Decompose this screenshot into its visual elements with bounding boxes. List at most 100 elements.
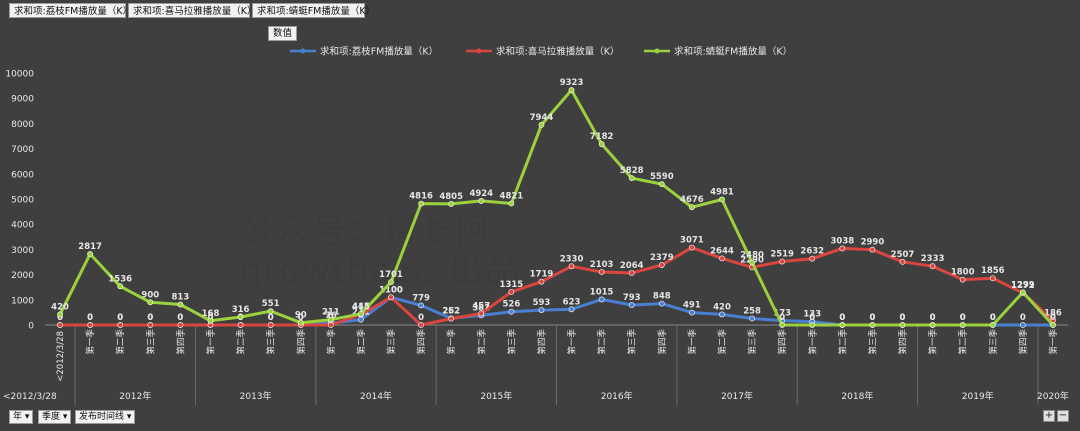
data-point [237,322,244,328]
x-tick-label: 第四季 [175,329,186,355]
x-tick-label: 第一季 [326,329,337,355]
legend-label: 求和项:喜马拉雅播放量（K） [496,46,619,58]
data-point [719,255,725,262]
legend-marker [476,48,482,54]
data-label: 2644 [710,246,734,256]
data-label: 420 [51,302,69,312]
y-tick-label: 7000 [11,145,34,155]
data-point [688,244,695,251]
x-tick-label: 第三季 [627,329,638,355]
data-label: 5828 [620,166,644,176]
year-label: 2014年 [360,390,392,402]
data-point [779,258,786,265]
data-point [418,302,425,309]
data-label: 2103 [590,260,614,270]
field-button-ximalaya[interactable]: 求和项:喜马拉雅播放量（K） [128,3,256,18]
legend-label: 求和项:蜻蜓FM播放量（K） [674,46,792,58]
data-label: 4924 [469,189,493,199]
x-tick-label: 第一季 [205,329,216,355]
x-tick-label: 第三季 [145,329,156,355]
data-label: 2990 [861,238,885,248]
data-point [839,245,846,252]
data-label: 526 [502,300,520,310]
data-label: 1800 [951,268,975,278]
x-tick-label: 第四季 [657,329,668,355]
x-tick-label: 第一季 [928,329,939,355]
field-button-lizhi[interactable]: 求和项:荔枝FM播放量（K） [9,3,132,18]
data-label: 173 [773,309,791,319]
x-tick-label: 第四季 [1018,329,1029,355]
data-label: 0 [869,313,875,323]
data-label: 0 [117,313,123,323]
data-point [568,306,575,313]
data-label: 7944 [530,113,554,123]
data-label: 0 [1050,313,1056,323]
data-label: 90 [295,311,307,321]
data-label: 0 [268,313,274,323]
y-tick-label: 9000 [11,95,34,105]
data-label: 0 [117,313,123,323]
data-point [508,308,515,315]
quarter-filter-button[interactable]: 季度 ▾ [38,410,72,424]
data-label: 0 [1020,313,1026,323]
data-point [1019,322,1026,328]
y-tick-label: 0 [28,322,34,332]
data-label: 211 [322,308,340,318]
data-point [418,200,425,207]
year-label: 2019年 [962,390,994,402]
data-point [959,322,966,328]
data-point [658,262,665,268]
data-label: 623 [563,297,581,307]
field-button-qingting[interactable]: 求和项:蜻蜓FM播放量（K） [252,3,375,18]
data-point [117,322,124,328]
values-field-button[interactable]: 数值 [268,26,298,41]
x-tick-label: 第三季 [867,329,878,355]
data-point [57,311,63,318]
legend-label: 求和项:荔枝FM播放量（K） [320,46,438,58]
data-label: 1272 [1011,281,1035,291]
data-point [147,322,154,328]
data-point [538,121,545,128]
data-label: 2333 [921,254,945,264]
data-point [719,311,725,318]
data-point [869,246,876,253]
x-tick-label: 第二季 [958,329,969,355]
data-label: 0 [57,313,63,323]
data-label: 0 [87,313,93,323]
data-label: 0 [268,313,274,323]
data-label: 0 [298,313,304,323]
x-tick-label: 第二季 [717,329,728,355]
data-label: 4676 [680,195,704,205]
data-label: 2632 [800,247,824,257]
legend-marker [654,48,660,54]
expand-field-button[interactable]: + [1043,410,1055,422]
x-tick-label: 第二季 [115,329,126,355]
data-point [478,198,485,204]
x-tick-label: 第一季 [687,329,698,355]
data-label: 779 [412,293,430,303]
legend-marker [300,48,306,54]
data-point [538,307,545,313]
x-tick-label: 第三季 [266,329,277,355]
data-label: 0 [418,313,424,323]
data-label: 382 [472,303,490,313]
data-label: 0 [839,313,845,323]
data-label: 0 [147,313,153,323]
data-label: 252 [442,307,460,317]
collapse-field-button[interactable]: − [1057,410,1069,422]
year-filter-button[interactable]: 年 ▾ [9,410,34,424]
x-tick-label: 第二季 [597,329,608,355]
y-tick-label: 6000 [11,170,34,180]
timeline-filter-button[interactable]: 发布时间线 ▾ [75,410,136,424]
data-label: 0 [900,313,906,323]
x-tick-label: 第四季 [296,329,307,355]
x-tick-label: 第四季 [777,329,788,355]
data-point [1050,322,1056,328]
data-label: 457 [472,301,490,311]
x-tick-label: 第三季 [386,329,397,355]
data-label: 2064 [620,261,644,271]
year-label: 2012年 [119,390,151,402]
data-point [1019,289,1026,296]
data-point [628,302,635,308]
